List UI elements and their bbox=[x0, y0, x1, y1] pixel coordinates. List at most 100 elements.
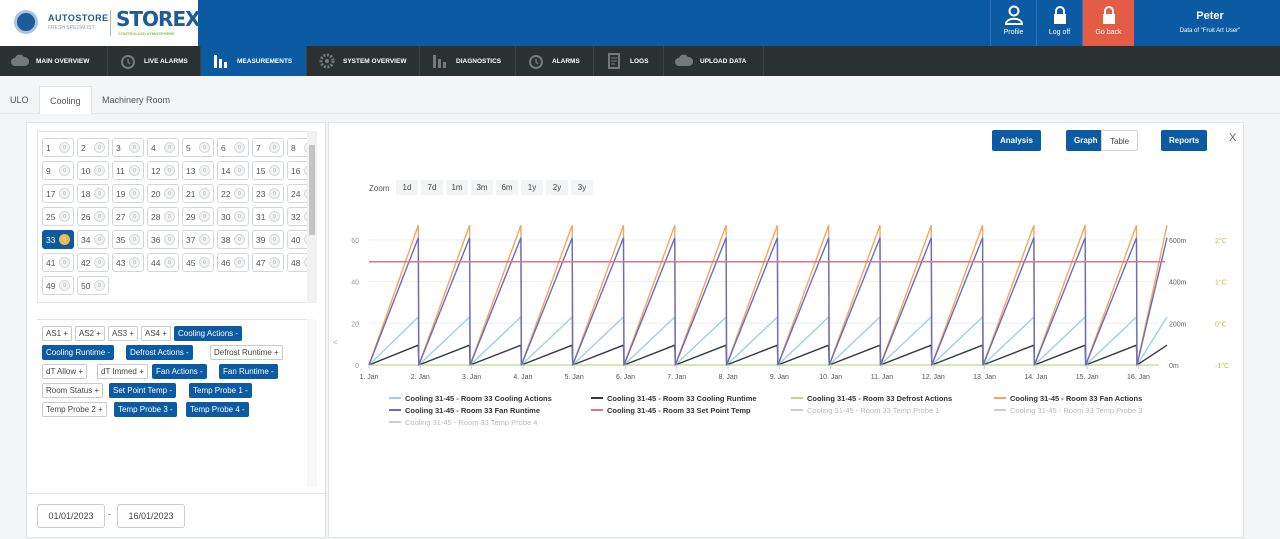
date-to-input[interactable]: 16/01/2023 bbox=[117, 504, 185, 528]
nav-system-overview[interactable]: SYSTEM OVERVIEW bbox=[307, 46, 420, 76]
channel-toggle[interactable]: Cooling Actions - bbox=[174, 326, 243, 341]
room-31[interactable]: 31 0 bbox=[252, 207, 284, 226]
zoom-1y-button[interactable]: 1y bbox=[521, 180, 543, 195]
room-11[interactable]: 11 0 bbox=[112, 161, 144, 180]
zoom-2y-button[interactable]: 2y bbox=[546, 180, 568, 195]
nav-diagnostics[interactable]: DIAGNOSTICS bbox=[420, 46, 516, 76]
room-grid-scrollbar[interactable] bbox=[307, 131, 317, 303]
nav-live-alarms[interactable]: LIVE ALARMS bbox=[108, 46, 201, 76]
room-28[interactable]: 28 0 bbox=[147, 207, 179, 226]
channel-toggle[interactable]: Defrost Runtime + bbox=[210, 345, 283, 360]
legend-item[interactable]: Cooling 31-45 - Room 33 Temp Probe 1 bbox=[807, 406, 939, 415]
legend-item[interactable]: Cooling 31-45 - Room 33 Temp Probe 4 bbox=[405, 418, 537, 427]
room-45[interactable]: 45 0 bbox=[182, 253, 214, 272]
zoom-1m-button[interactable]: 1m bbox=[446, 180, 468, 195]
channel-toggle[interactable]: dT Allow + bbox=[42, 364, 87, 379]
room-23[interactable]: 23 0 bbox=[252, 184, 284, 203]
channel-toggle[interactable]: Set Point Temp - bbox=[109, 383, 176, 398]
room-12[interactable]: 12 0 bbox=[147, 161, 179, 180]
room-15[interactable]: 15 0 bbox=[252, 161, 284, 180]
nav-main-overview[interactable]: MAIN OVERVIEW bbox=[0, 46, 108, 76]
analysis-button[interactable]: Analysis bbox=[992, 130, 1041, 151]
channel-toggle[interactable]: Room Status + bbox=[42, 383, 104, 398]
channel-toggle[interactable]: dT Immed + bbox=[97, 364, 148, 379]
room-27[interactable]: 27 0 bbox=[112, 207, 144, 226]
logo[interactable]: AUTOSTORE FRESH SPEZIALIST STOREX CONTRO… bbox=[0, 0, 201, 46]
channel-toggle[interactable]: AS1 + bbox=[42, 326, 73, 341]
room-21[interactable]: 21 0 bbox=[182, 184, 214, 203]
logoff-button[interactable]: Log off bbox=[1036, 0, 1082, 46]
zoom-6m-button[interactable]: 6m bbox=[496, 180, 518, 195]
room-34[interactable]: 34 0 bbox=[77, 230, 109, 249]
room-44[interactable]: 44 0 bbox=[147, 253, 179, 272]
room-30[interactable]: 30 0 bbox=[217, 207, 249, 226]
room-14[interactable]: 14 0 bbox=[217, 161, 249, 180]
room-36[interactable]: 36 0 bbox=[147, 230, 179, 249]
legend-item[interactable]: Cooling 31-45 - Room 33 Cooling Actions bbox=[405, 394, 552, 403]
room-25[interactable]: 25 0 bbox=[42, 207, 74, 226]
nav-logs[interactable]: LOGS bbox=[594, 46, 664, 76]
zoom-3y-button[interactable]: 3y bbox=[571, 180, 593, 195]
room-37[interactable]: 37 0 bbox=[182, 230, 214, 249]
channel-list-scrollbar[interactable] bbox=[307, 319, 317, 487]
channel-toggle[interactable]: Temp Probe 1 - bbox=[189, 383, 252, 398]
legend-item[interactable]: Cooling 31-45 - Room 33 Fan Actions bbox=[1010, 394, 1142, 403]
tab-machinery-room[interactable]: Machinery Room bbox=[102, 95, 171, 105]
room-13[interactable]: 13 0 bbox=[182, 161, 214, 180]
room-50[interactable]: 50 0 bbox=[77, 276, 109, 295]
room-49[interactable]: 49 0 bbox=[42, 276, 74, 295]
room-33[interactable]: 33 0 bbox=[42, 230, 74, 249]
tab-ulo[interactable]: ULO bbox=[10, 95, 29, 105]
zoom-7d-button[interactable]: 7d bbox=[421, 180, 443, 195]
room-41[interactable]: 41 0 bbox=[42, 253, 74, 272]
zoom-3m-button[interactable]: 3m bbox=[471, 180, 493, 195]
profile-button[interactable]: Profile bbox=[990, 0, 1036, 46]
reports-button[interactable]: Reports bbox=[1161, 130, 1208, 151]
room-43[interactable]: 43 0 bbox=[112, 253, 144, 272]
room-39[interactable]: 39 0 bbox=[252, 230, 284, 249]
room-26[interactable]: 26 0 bbox=[77, 207, 109, 226]
collapse-arrow[interactable]: < bbox=[333, 338, 338, 347]
legend-item[interactable]: Cooling 31-45 - Room 33 Defrost Actions bbox=[807, 394, 952, 403]
room-22[interactable]: 22 0 bbox=[217, 184, 249, 203]
nav-upload-data[interactable]: UPLOAD DATA bbox=[664, 46, 764, 76]
room-47[interactable]: 47 0 bbox=[252, 253, 284, 272]
graph-toggle-button[interactable]: Graph bbox=[1066, 130, 1106, 151]
zoom-1d-button[interactable]: 1d bbox=[396, 180, 418, 195]
room-20[interactable]: 20 0 bbox=[147, 184, 179, 203]
room-17[interactable]: 17 0 bbox=[42, 184, 74, 203]
scrollbar-thumb[interactable] bbox=[309, 145, 315, 235]
nav-measurements[interactable]: MEASUREMENTS bbox=[201, 46, 307, 76]
goback-button[interactable]: Go back bbox=[1082, 0, 1134, 46]
date-from-input[interactable]: 01/01/2023 bbox=[37, 504, 105, 528]
room-38[interactable]: 38 0 bbox=[217, 230, 249, 249]
legend-item[interactable]: Cooling 31-45 - Room 33 Fan Runtime bbox=[405, 406, 540, 415]
channel-toggle[interactable]: Temp Probe 3 - bbox=[114, 402, 177, 417]
channel-toggle[interactable]: Temp Probe 4 - bbox=[186, 402, 249, 417]
room-10[interactable]: 10 0 bbox=[77, 161, 109, 180]
channel-toggle[interactable]: AS3 + bbox=[108, 326, 139, 341]
table-toggle-button[interactable]: Table bbox=[1101, 130, 1139, 151]
legend-item[interactable]: Cooling 31-45 - Room 33 Temp Probe 3 bbox=[1010, 406, 1142, 415]
close-button[interactable]: X bbox=[1229, 132, 1237, 144]
room-46[interactable]: 46 0 bbox=[217, 253, 249, 272]
nav-alarms[interactable]: ALARMS bbox=[516, 46, 594, 76]
room-19[interactable]: 19 0 bbox=[112, 184, 144, 203]
legend-item[interactable]: Cooling 31-45 - Room 33 Set Point Temp bbox=[607, 406, 751, 415]
room-42[interactable]: 42 0 bbox=[77, 253, 109, 272]
channel-toggle[interactable]: Fan Runtime - bbox=[219, 364, 278, 379]
room-29[interactable]: 29 0 bbox=[182, 207, 214, 226]
channel-toggle[interactable]: Defrost Actions - bbox=[126, 345, 193, 360]
channel-toggle[interactable]: Temp Probe 2 + bbox=[42, 402, 107, 417]
channel-toggle[interactable]: Cooling Runtime - bbox=[42, 345, 115, 360]
tab-cooling[interactable]: Cooling bbox=[39, 86, 92, 114]
legend-item[interactable]: Cooling 31-45 - Room 33 Cooling Runtime bbox=[607, 394, 757, 403]
channel-toggle[interactable]: AS4 + bbox=[141, 326, 172, 341]
